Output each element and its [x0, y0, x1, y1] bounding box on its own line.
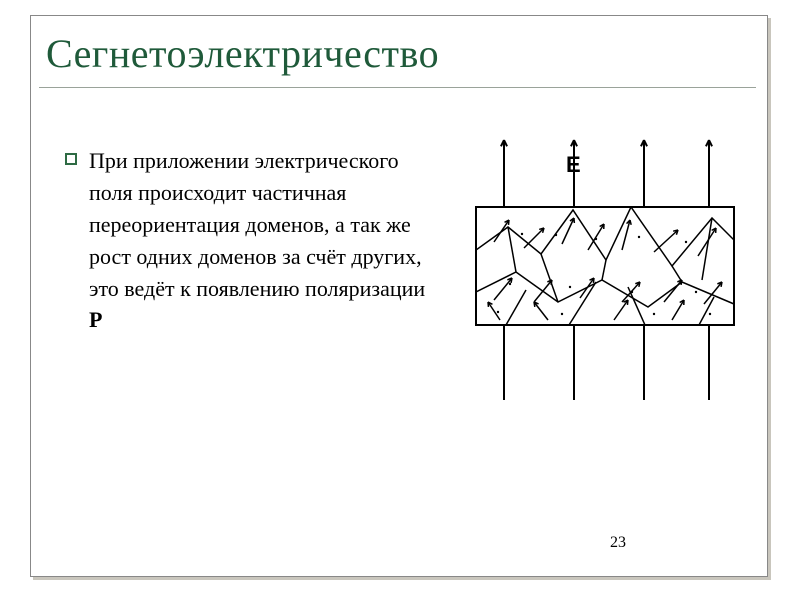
page-number: 23 — [610, 534, 626, 552]
body-text-block: При приложении электрического поля проис… — [65, 145, 435, 336]
bullet-text: При приложении электрического поля проис… — [89, 145, 435, 336]
slide-title: Сегнетоэлектричество — [46, 30, 439, 77]
svg-text:E: E — [566, 152, 581, 177]
bullet-item: При приложении электрического поля проис… — [65, 145, 435, 336]
bullet-marker-icon — [65, 153, 77, 165]
diagram-svg: E — [454, 132, 754, 412]
bullet-text-bold: P — [89, 307, 102, 332]
domain-diagram: E — [454, 132, 754, 412]
bullet-text-main: При приложении электрического поля проис… — [89, 148, 425, 301]
slide: Сегнетоэлектричество При приложении элек… — [0, 0, 800, 600]
title-underline — [39, 87, 756, 88]
